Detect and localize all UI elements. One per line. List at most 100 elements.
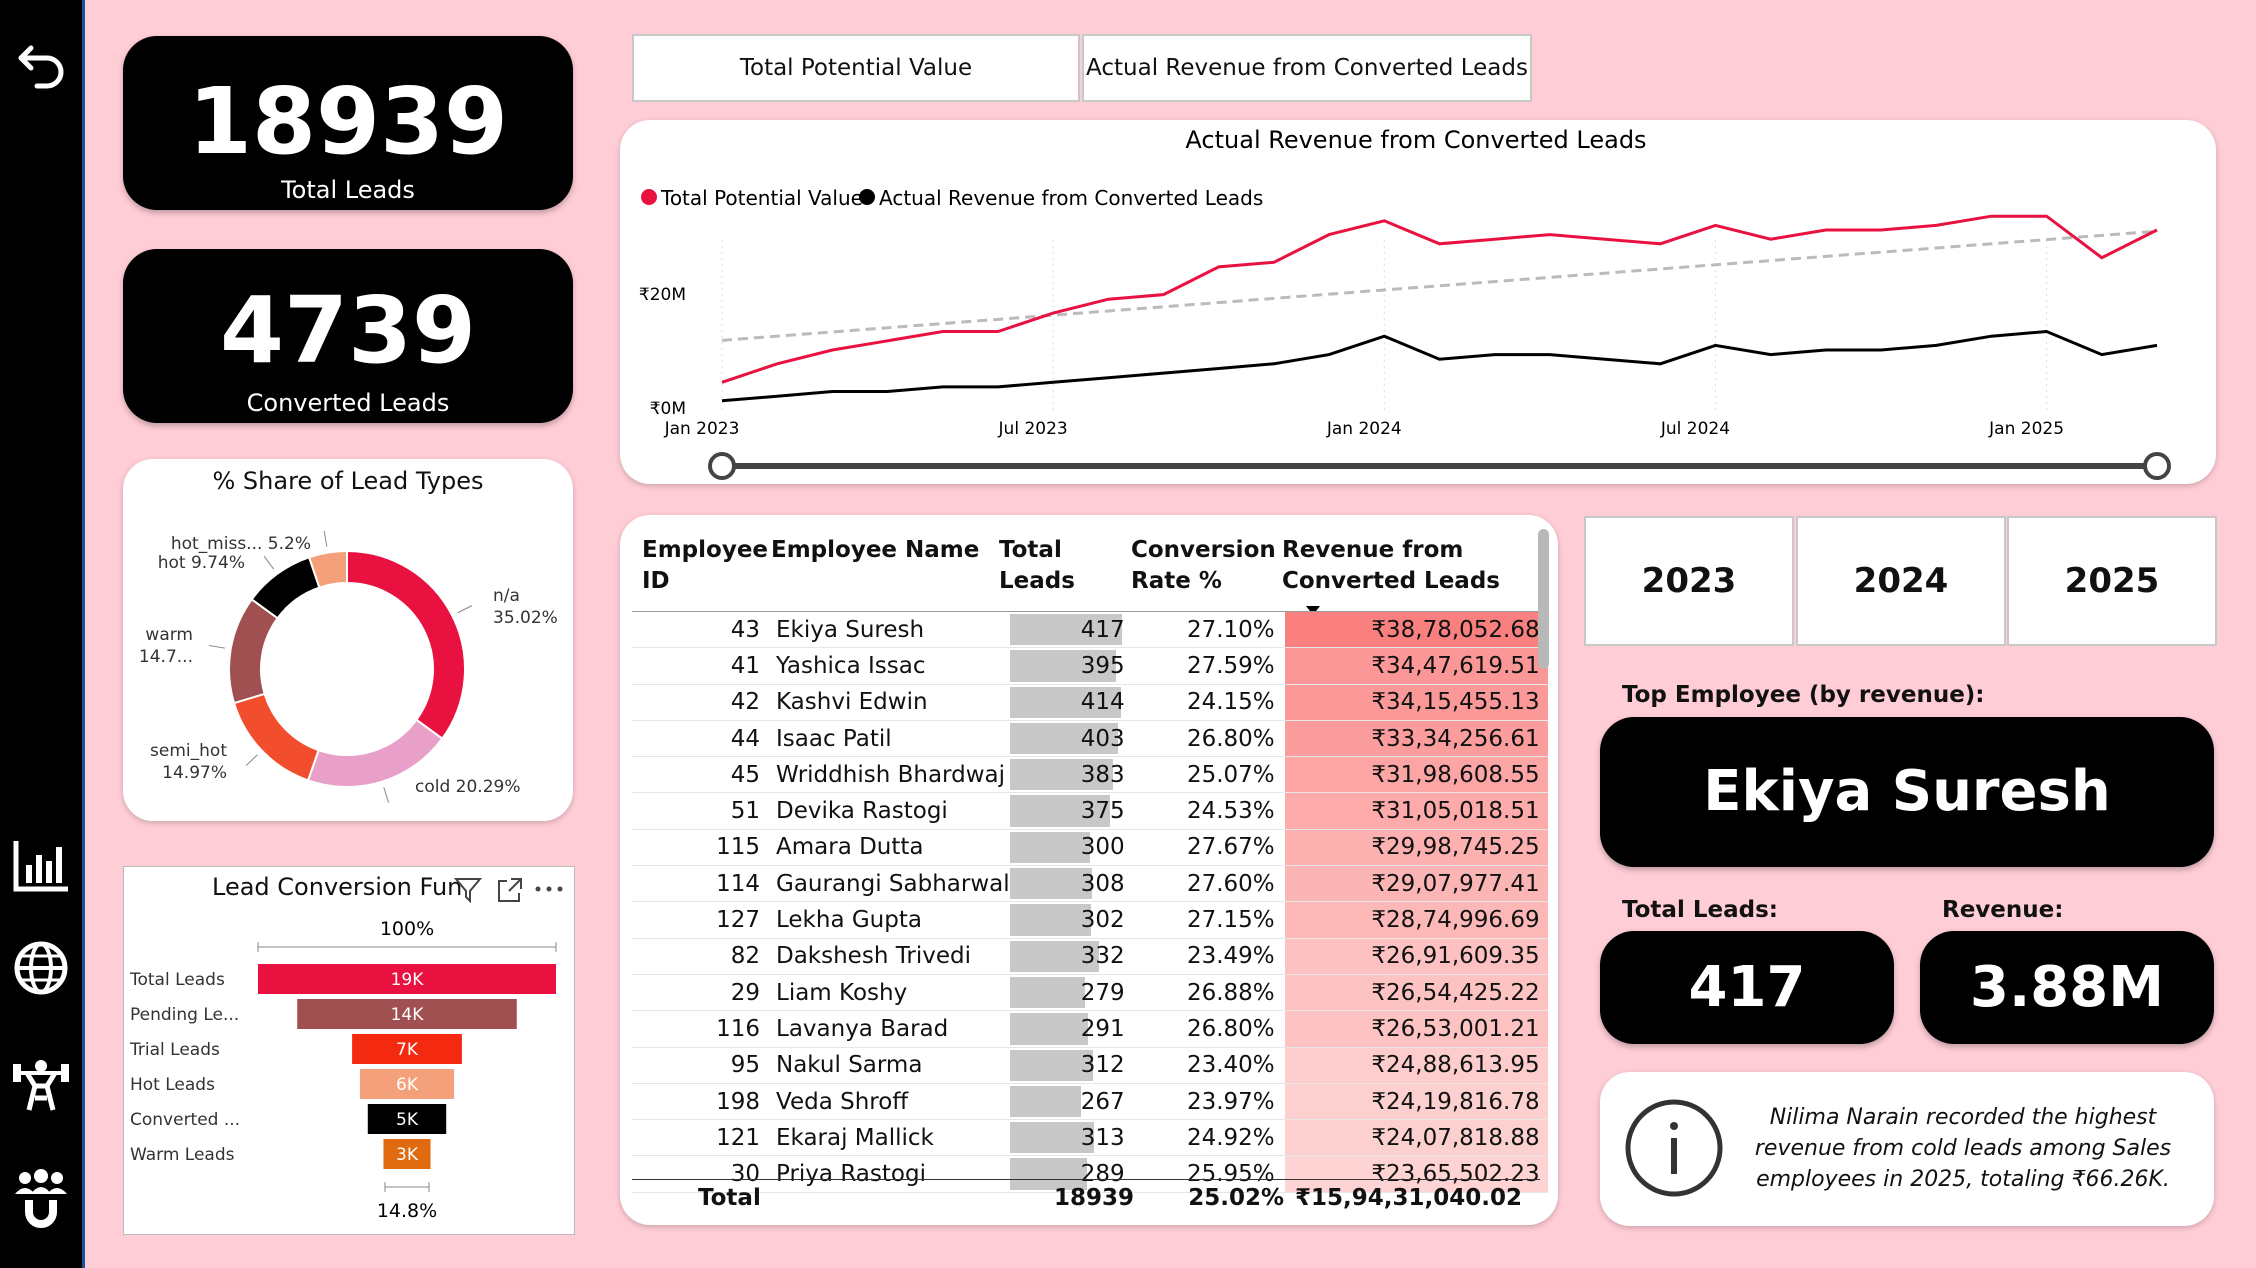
funnel-category-label: Warm Leads (130, 1145, 235, 1165)
table-row[interactable]: 43 Ekiya Suresh 417 27.10% ₹38,78,052.68 (632, 612, 1548, 649)
cell-total-leads: 312 (1080, 1052, 1125, 1079)
team-magnet-icon[interactable] (9, 1166, 73, 1230)
cell-employee-name: Gaurangi Sabharwal (776, 865, 1010, 903)
header-employee-name[interactable]: Employee Name (771, 537, 980, 563)
donut-slice-semi_hot[interactable] (232, 692, 320, 782)
funnel-bar[interactable] (383, 1139, 431, 1169)
cell-employee-name: Dakshesh Trivedi (776, 938, 1010, 975)
insight-text: Nilima Narain recorded the highest reven… (1754, 1105, 2172, 1192)
potential-value-line[interactable] (721, 214, 2158, 384)
cell-employee-id: 43 (632, 612, 776, 649)
table-row[interactable]: 198 Veda Shroff 267 23.97% ₹24,19,816.78 (632, 1083, 1548, 1121)
table-row[interactable]: 41 Yashica Issac 395 27.59% ₹34,47,619.5… (632, 647, 1548, 685)
donut-label: warm 14.7... (139, 625, 193, 667)
funnel-bar[interactable] (367, 1104, 447, 1134)
top-employee-heading: Top Employee (by revenue): (1622, 682, 1985, 708)
cell-employee-id: 29 (632, 974, 776, 1012)
legend-dot-potential (641, 189, 657, 205)
table-row[interactable]: 42 Kashvi Edwin 414 24.15% ₹34,15,455.13 (632, 684, 1548, 721)
employee-table-card: Employee ID Employee Name Total Leads Co… (620, 515, 1558, 1225)
cell-total-leads: 300 (1080, 834, 1125, 861)
sort-desc-icon[interactable] (1306, 606, 1320, 615)
tab-total-potential-value[interactable]: Total Potential Value (632, 34, 1080, 102)
donut-slice-warm[interactable] (228, 597, 279, 705)
cell-revenue: ₹24,88,613.95 (1284, 1047, 1548, 1084)
date-slider-end-handle[interactable] (2143, 452, 2171, 480)
cell-total-leads: 383 (1080, 761, 1125, 788)
more-options-icon[interactable] (534, 885, 564, 893)
expand-icon[interactable] (497, 877, 523, 903)
cell-conversion-rate: 27.60% (1124, 865, 1285, 903)
cell-conversion-rate: 24.15% (1124, 684, 1285, 721)
table-total-row: Total 18939 25.02% ₹15,94,31,040.02 (620, 1185, 1550, 1221)
table-row[interactable]: 51 Devika Rastogi 375 24.53% ₹31,05,018.… (632, 792, 1548, 830)
cell-employee-id: 41 (632, 647, 776, 685)
funnel-bar[interactable] (359, 1069, 455, 1099)
cell-employee-name: Lavanya Barad (776, 1010, 1010, 1048)
table-row[interactable]: 29 Liam Koshy 279 26.88% ₹26,54,425.22 (632, 974, 1548, 1012)
header-employee-id[interactable]: Employee ID (642, 537, 769, 594)
date-slider-start-handle[interactable] (708, 452, 736, 480)
cell-conversion-rate: 24.92% (1124, 1119, 1285, 1157)
total-leads-label: Total Leads (281, 176, 415, 204)
cell-revenue: ₹26,53,001.21 (1284, 1010, 1548, 1048)
tab-actual-revenue[interactable]: Actual Revenue from Converted Leads (1082, 34, 1532, 102)
cell-total-leads: 308 (1080, 870, 1125, 897)
leads-data-bar (1009, 686, 1121, 718)
table-row[interactable]: 44 Isaac Patil 403 26.80% ₹33,34,256.61 (632, 720, 1548, 758)
table-row[interactable]: 30 Priya Rastogi 289 25.95% ₹23,65,502.2… (632, 1155, 1548, 1193)
cell-total-leads: 417 (1080, 616, 1125, 643)
funnel-chart[interactable]: 100% 19K Total Leads 14K Pending Le... 7K Tria… (124, 867, 574, 1234)
top-revenue-card: 3.88M (1920, 931, 2214, 1044)
table-row[interactable]: 127 Lekha Gupta 302 27.15% ₹28,74,996.69 (632, 901, 1548, 939)
insight-card: Nilima Narain recorded the highest reven… (1600, 1072, 2214, 1226)
line-chart[interactable]: Actual Revenue from Converted Leads Tota… (620, 120, 2216, 484)
leads-data-bar (1009, 1013, 1088, 1045)
table-row[interactable]: 115 Amara Dutta 300 27.67% ₹29,98,745.25 (632, 829, 1548, 867)
funnel-bar[interactable] (258, 964, 556, 994)
table-row[interactable]: 45 Wriddhish Bhardwaj 383 25.07% ₹31,98,… (632, 756, 1548, 794)
cell-conversion-rate: 23.97% (1124, 1083, 1285, 1121)
cell-employee-id: 30 (632, 1155, 776, 1193)
cell-conversion-rate: 27.15% (1124, 901, 1285, 939)
year-2023-button[interactable]: 2023 (1584, 516, 1794, 646)
x-tick-label: Jul 2023 (998, 419, 1068, 439)
header-revenue[interactable]: Revenue from Converted Leads (1282, 537, 1500, 594)
filter-icon[interactable] (454, 877, 482, 903)
cell-revenue: ₹31,05,018.51 (1284, 792, 1548, 830)
weightlifter-icon[interactable] (9, 1052, 73, 1116)
employee-table: 43 Ekiya Suresh 417 27.10% ₹38,78,052.68… (632, 612, 1548, 1193)
globe-icon[interactable] (9, 936, 73, 1000)
donut-slice-hot_miss[interactable] (307, 549, 348, 589)
year-2025-button[interactable]: 2025 (2007, 516, 2217, 646)
cell-conversion-rate: 25.07% (1124, 756, 1285, 794)
funnel-bar[interactable] (297, 999, 517, 1029)
top-revenue-value: 3.88M (1970, 955, 2164, 1020)
top-leads-label: Total Leads: (1622, 897, 1778, 923)
donut-label: semi_hot 14.97% (150, 741, 227, 783)
table-row[interactable]: 95 Nakul Sarma 312 23.40% ₹24,88,613.95 (632, 1047, 1548, 1084)
actual-revenue-line[interactable] (721, 329, 2158, 403)
cell-revenue: ₹34,47,619.51 (1284, 647, 1548, 685)
donut-chart[interactable]: n/a 35.02% cold 20.29% semi_hot 14.97% warm 14… (123, 459, 573, 821)
table-row[interactable]: 116 Lavanya Barad 291 26.80% ₹26,53,001.… (632, 1010, 1548, 1048)
funnel-category-label: Hot Leads (130, 1075, 215, 1095)
cell-employee-name: Isaac Patil (776, 720, 1010, 758)
donut-slice-na[interactable] (346, 549, 466, 741)
back-arrow-icon[interactable] (9, 30, 73, 94)
table-row[interactable]: 121 Ekaraj Mallick 313 24.92% ₹24,07,818… (632, 1119, 1548, 1157)
table-scrollbar[interactable] (1538, 529, 1549, 1185)
funnel-bar[interactable] (352, 1034, 462, 1064)
bar-chart-icon[interactable] (9, 832, 73, 896)
header-conversion-rate[interactable]: Conversion Rate % (1131, 537, 1276, 594)
funnel-title: Lead Conversion Fun (212, 873, 463, 901)
cell-total-leads: 289 (1080, 1161, 1125, 1188)
year-2024-button[interactable]: 2024 (1796, 516, 2006, 646)
cell-revenue: ₹33,34,256.61 (1284, 720, 1548, 758)
header-total-leads[interactable]: Total Leads (999, 537, 1075, 594)
table-row[interactable]: 114 Gaurangi Sabharwal 308 27.60% ₹29,07… (632, 865, 1548, 903)
table-row[interactable]: 82 Dakshesh Trivedi 332 23.49% ₹26,91,60… (632, 938, 1548, 975)
donut-label: hot_miss... 5.2% (171, 534, 311, 554)
scrollbar-thumb[interactable] (1538, 529, 1549, 669)
leads-data-bar (1009, 1085, 1082, 1118)
